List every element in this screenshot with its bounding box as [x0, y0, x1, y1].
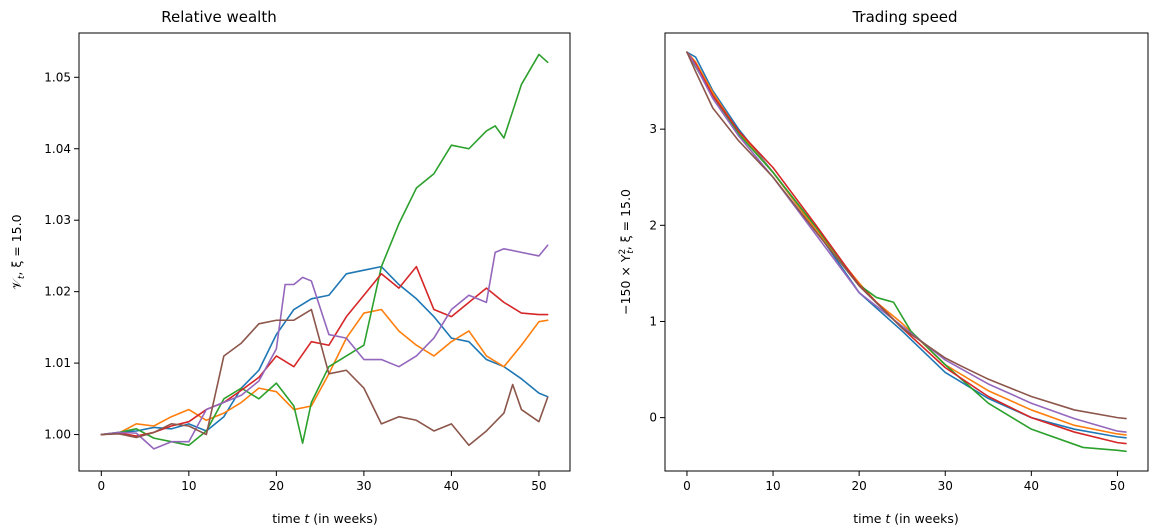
chart-title: Trading speed [851, 8, 957, 26]
series-layer [100, 53, 549, 450]
series-layer [686, 51, 1127, 453]
series-line-2 [686, 51, 1127, 436]
y-tick-label: 1.01 [44, 356, 71, 370]
series-line-3 [100, 53, 549, 447]
y-tick-label: 1.03 [44, 213, 71, 227]
series-line-2 [100, 308, 549, 436]
y-tick-label: 1.05 [44, 70, 71, 84]
y-axis-label: 𝒱t, ξ = 15.0 [9, 214, 27, 289]
series-line-6 [686, 51, 1127, 420]
x-tick-label: 40 [1024, 479, 1039, 493]
x-axis-label: time t (in weeks) [853, 511, 959, 526]
x-tick-label: 50 [531, 479, 546, 493]
y-tick-label: 0 [649, 411, 657, 425]
relative-wealth-chart: Relative wealth 0 10 20 30 40 50 1.00 1.01 1.02 1… [9, 8, 571, 526]
x-axis-label: time t (in weeks) [272, 511, 378, 526]
y-tick-label: 2 [649, 218, 657, 232]
tick-layer: 0 10 20 30 40 50 1.00 1.01 1.02 1.03 1.04 1.05 [44, 70, 546, 493]
x-tick-label: 20 [852, 479, 867, 493]
series-line-4 [100, 265, 549, 437]
chart-title: Relative wealth [161, 8, 277, 26]
x-tick-label: 0 [683, 479, 691, 493]
x-tick-label: 40 [444, 479, 459, 493]
plot-frame [78, 32, 571, 472]
x-tick-label: 30 [356, 479, 371, 493]
y-tick-label: 3 [649, 122, 657, 136]
x-tick-label: 30 [938, 479, 953, 493]
y-tick-label: 1.02 [44, 285, 71, 299]
series-line-3 [686, 51, 1127, 453]
y-tick-label: 1 [649, 314, 657, 328]
x-tick-label: 20 [269, 479, 284, 493]
series-line-4 [686, 51, 1127, 445]
y-tick-label: 1.00 [44, 428, 71, 442]
series-line-6 [100, 308, 549, 447]
series-line-5 [686, 51, 1127, 433]
tick-layer: 0 10 20 30 40 50 0 1 2 3 [649, 122, 1125, 493]
x-tick-label: 0 [97, 479, 105, 493]
y-axis-label: −150 × Y2t, ξ = 15.0 [618, 189, 636, 315]
y-tick-label: 1.04 [44, 142, 71, 156]
trading-speed-chart: Trading speed 0 10 20 30 40 50 0 1 2 3 time t (in… [618, 8, 1149, 526]
plot-frame [664, 32, 1149, 472]
series-line-1 [686, 51, 1127, 439]
x-tick-label: 10 [181, 479, 196, 493]
x-tick-label: 10 [765, 479, 780, 493]
series-line-1 [100, 265, 549, 436]
x-tick-label: 50 [1110, 479, 1125, 493]
series-line-5 [100, 244, 549, 450]
